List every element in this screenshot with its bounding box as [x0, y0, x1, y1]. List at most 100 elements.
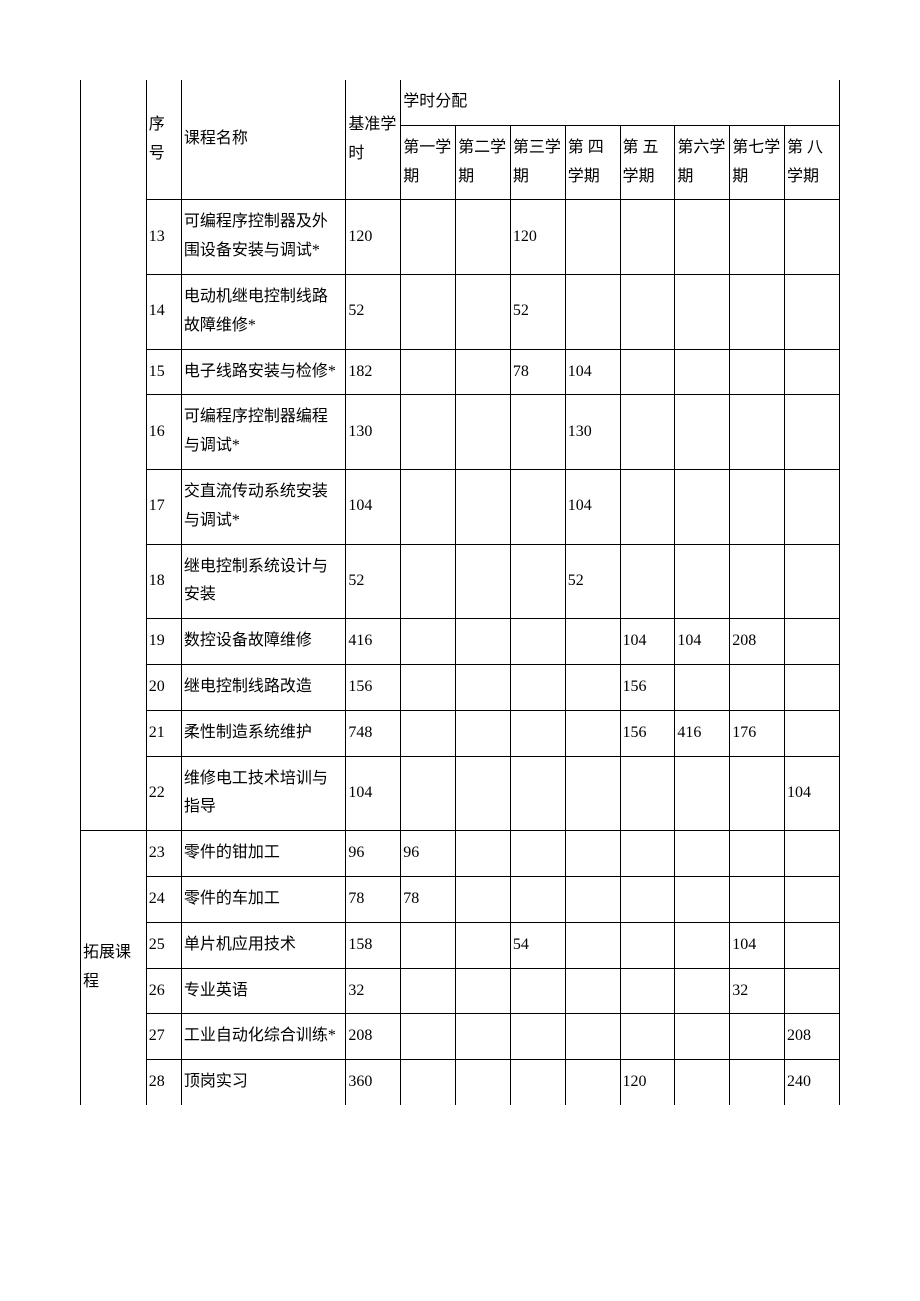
table-row: 14 电动机继电控制线路故障维修* 52 52 — [81, 274, 840, 349]
row-name: 继电控制线路改造 — [181, 664, 346, 710]
row-base: 52 — [346, 544, 401, 619]
row-cell: 176 — [730, 710, 785, 756]
row-num: 13 — [146, 200, 181, 275]
row-cell — [785, 831, 840, 877]
row-cell: 156 — [620, 710, 675, 756]
row-cell — [456, 200, 511, 275]
row-cell — [456, 349, 511, 395]
table-row: 25 单片机应用技术 158 54 104 — [81, 922, 840, 968]
row-cell — [565, 876, 620, 922]
row-cell — [565, 1060, 620, 1105]
category-cell-blank — [81, 200, 147, 831]
table-row: 18 继电控制系统设计与安装 52 52 — [81, 544, 840, 619]
row-name: 电动机继电控制线路故障维修* — [181, 274, 346, 349]
table-row: 21 柔性制造系统维护 748 156 416 176 — [81, 710, 840, 756]
row-cell — [675, 544, 730, 619]
row-num: 28 — [146, 1060, 181, 1105]
row-cell — [675, 876, 730, 922]
row-cell — [785, 544, 840, 619]
table-row: 16 可编程序控制器编程与调试* 130 130 — [81, 395, 840, 470]
row-num: 17 — [146, 469, 181, 544]
row-cell — [620, 831, 675, 877]
row-base: 120 — [346, 200, 401, 275]
row-name: 工业自动化综合训练* — [181, 1014, 346, 1060]
row-cell — [730, 664, 785, 710]
row-cell — [456, 1014, 511, 1060]
row-base: 182 — [346, 349, 401, 395]
row-cell: 120 — [620, 1060, 675, 1105]
row-cell — [456, 1060, 511, 1105]
row-cell — [620, 349, 675, 395]
row-cell — [620, 756, 675, 831]
row-cell — [730, 1060, 785, 1105]
row-num: 22 — [146, 756, 181, 831]
row-cell — [510, 710, 565, 756]
row-cell — [675, 756, 730, 831]
row-cell — [401, 1014, 456, 1060]
row-num: 23 — [146, 831, 181, 877]
row-num: 26 — [146, 968, 181, 1014]
row-num: 20 — [146, 664, 181, 710]
row-cell: 52 — [565, 544, 620, 619]
row-cell — [456, 664, 511, 710]
row-name: 零件的车加工 — [181, 876, 346, 922]
category-header-blank — [81, 80, 147, 200]
row-cell: 52 — [510, 274, 565, 349]
sem2-header: 第二学期 — [456, 125, 511, 200]
row-cell — [565, 274, 620, 349]
table-row: 20 继电控制线路改造 156 156 — [81, 664, 840, 710]
header-row-1: 序号 课程名称 基准学时 学时分配 — [81, 80, 840, 125]
row-cell — [785, 710, 840, 756]
row-cell — [785, 349, 840, 395]
row-cell — [730, 876, 785, 922]
row-cell: 208 — [730, 619, 785, 665]
row-cell — [401, 469, 456, 544]
row-cell — [510, 619, 565, 665]
row-name: 数控设备故障维修 — [181, 619, 346, 665]
category-cell-expand: 拓展课程 — [81, 831, 147, 1105]
row-name: 维修电工技术培训与指导 — [181, 756, 346, 831]
row-cell — [510, 831, 565, 877]
dist-header: 学时分配 — [401, 80, 840, 125]
sem5-header: 第 五学期 — [620, 125, 675, 200]
table-row: 19 数控设备故障维修 416 104 104 208 — [81, 619, 840, 665]
row-base: 360 — [346, 1060, 401, 1105]
row-cell — [401, 274, 456, 349]
row-cell — [730, 831, 785, 877]
row-cell — [620, 544, 675, 619]
row-cell: 104 — [785, 756, 840, 831]
row-cell: 104 — [565, 469, 620, 544]
row-cell — [730, 469, 785, 544]
row-cell — [401, 664, 456, 710]
table-row: 拓展课程 23 零件的钳加工 96 96 — [81, 831, 840, 877]
row-num: 18 — [146, 544, 181, 619]
row-cell — [456, 395, 511, 470]
row-cell: 104 — [565, 349, 620, 395]
row-cell — [565, 831, 620, 877]
row-num: 24 — [146, 876, 181, 922]
row-name: 交直流传动系统安装与调试* — [181, 469, 346, 544]
row-num: 16 — [146, 395, 181, 470]
row-cell — [785, 200, 840, 275]
row-base: 416 — [346, 619, 401, 665]
row-num: 19 — [146, 619, 181, 665]
row-base: 158 — [346, 922, 401, 968]
row-cell — [510, 395, 565, 470]
row-cell — [620, 274, 675, 349]
row-cell — [456, 619, 511, 665]
base-header: 基准学时 — [346, 80, 401, 200]
row-cell — [456, 968, 511, 1014]
row-name: 单片机应用技术 — [181, 922, 346, 968]
row-cell — [730, 200, 785, 275]
row-cell — [565, 756, 620, 831]
row-cell — [510, 544, 565, 619]
row-cell — [565, 710, 620, 756]
sem1-header: 第一学期 — [401, 125, 456, 200]
row-cell — [675, 200, 730, 275]
row-cell — [785, 876, 840, 922]
row-cell — [785, 664, 840, 710]
row-cell — [456, 469, 511, 544]
row-cell — [401, 349, 456, 395]
row-cell — [456, 274, 511, 349]
row-cell — [675, 831, 730, 877]
